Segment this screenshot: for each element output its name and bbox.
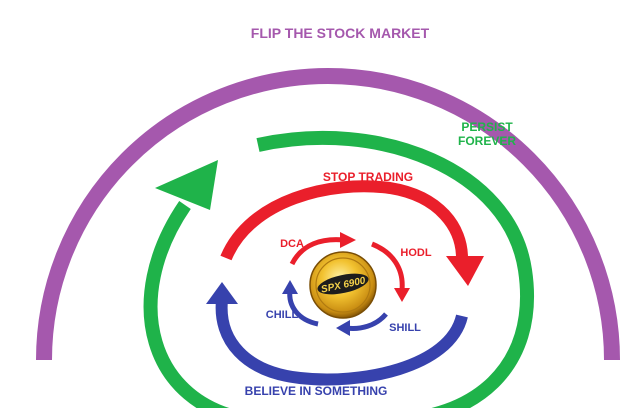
- outer-ring: [36, 68, 620, 361]
- inner-dca-arrowhead: [340, 232, 356, 248]
- blue-arc: [215, 299, 468, 386]
- blue-arc-label: BELIEVE IN SOMETHING: [245, 384, 388, 398]
- inner-chill-arrowhead: [282, 280, 298, 294]
- inner-shill-arrowhead: [336, 320, 350, 336]
- inner-hodl-arrow: [370, 241, 405, 291]
- blue-arc-arrowhead: [206, 282, 238, 304]
- green-ring-arc-left: [143, 201, 230, 408]
- red-arc: [220, 180, 468, 261]
- red-arc-label: STOP TRADING: [323, 170, 413, 184]
- inner-shill-label: SHILL: [389, 322, 421, 334]
- red-arc-arrowhead: [446, 256, 484, 286]
- inner-dca-label: DCA: [280, 238, 304, 250]
- diagram-title: FLIP THE STOCK MARKET: [251, 25, 430, 41]
- green-ring-arc: [256, 131, 534, 408]
- green-ring-label-line2: FOREVER: [458, 134, 516, 148]
- inner-hodl-arrowhead: [394, 288, 410, 302]
- green-ring-label-line1: PERSIST: [461, 120, 513, 134]
- inner-chill-label: CHILL: [266, 309, 299, 321]
- inner-hodl-label: HODL: [400, 247, 431, 259]
- inner-dca-arrow: [289, 237, 345, 266]
- green-ring-arrowhead: [155, 160, 218, 210]
- spx6900-coin-logo-icon: SPX 6900: [309, 251, 377, 319]
